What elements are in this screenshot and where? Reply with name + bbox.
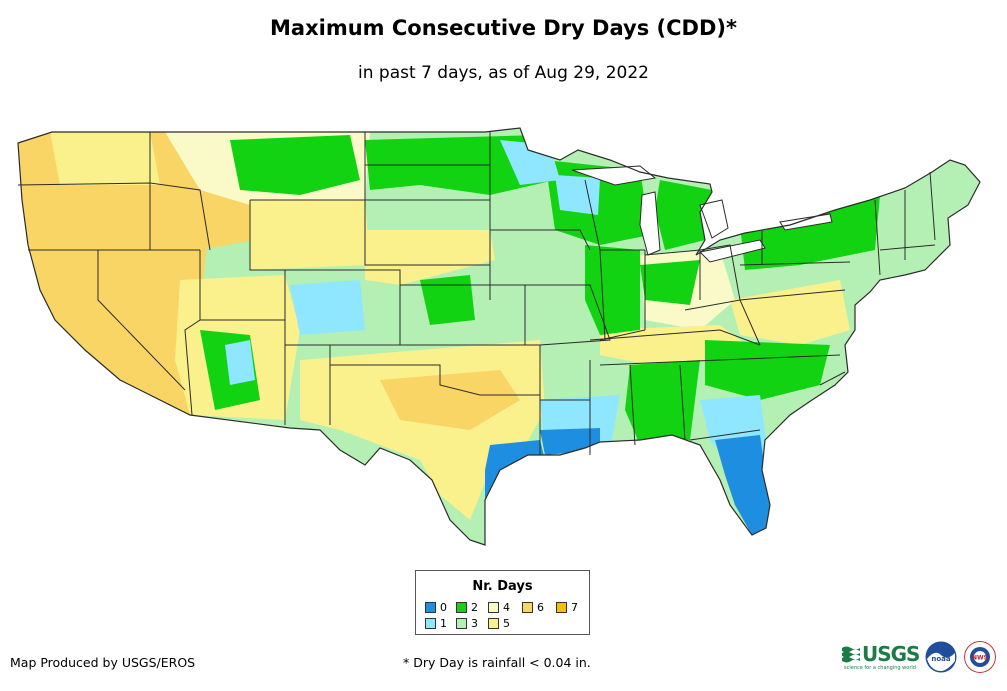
nws-emblem-icon: NWS	[964, 641, 996, 673]
zone-5-virginia	[730, 280, 850, 345]
nws-logo-text: NWS	[972, 655, 988, 662]
map-subtitle: in past 7 days, as of Aug 29, 2022	[358, 63, 649, 83]
legend-swatch	[488, 618, 499, 629]
noaa-logo-text: noaa	[931, 655, 951, 663]
map-title: Maximum Consecutive Dry Days (CDD)*	[270, 16, 737, 40]
legend-label: 3	[471, 617, 478, 630]
usgs-mark-icon	[842, 646, 860, 663]
noaa-emblem-icon: noaa	[925, 641, 957, 673]
zone-2-illinois	[585, 245, 640, 335]
legend-item-5: 5	[488, 618, 510, 630]
usgs-logo-text: USGS	[862, 642, 920, 666]
legend-item-7: 7	[556, 602, 578, 614]
lake-michigan	[639, 191, 661, 256]
dry-day-note: * Dry Day is rainfall < 0.04 in.	[403, 655, 591, 670]
zone-2-carolinas	[705, 340, 830, 400]
zone-2-alabama	[625, 360, 700, 445]
legend-label: 7	[571, 601, 578, 614]
usgs-tagline: science for a changing world	[844, 665, 916, 671]
zone-5-northwest	[50, 132, 160, 185]
zone-5-wyoming	[250, 200, 370, 270]
noaa-logo: noaa	[925, 641, 957, 673]
legend-swatch	[522, 602, 533, 613]
zone-0-louisiana	[540, 428, 600, 455]
zone-5-nebraska	[365, 230, 495, 285]
zone-6-idaho	[150, 180, 255, 300]
great-lakes	[571, 165, 833, 263]
zone-2-michigan	[655, 180, 712, 250]
legend-item-4: 4	[488, 602, 510, 614]
legend-item-1: 1	[425, 618, 447, 630]
zone-1-arizona	[225, 340, 255, 385]
zone-0-texas-coast	[485, 440, 545, 500]
legend-item-0: 0	[425, 602, 447, 614]
credit-text: Map Produced by USGS/EROS	[10, 655, 196, 670]
nws-logo: NWS	[964, 641, 996, 673]
legend-item-2: 2	[456, 602, 478, 614]
usgs-logo: USGS science for a changing world	[842, 642, 920, 672]
legend-swatch	[425, 618, 436, 629]
zone-1-wisconsin	[555, 175, 600, 215]
legend-item-6: 6	[522, 602, 544, 614]
zone-2-kansas	[420, 275, 475, 325]
legend: Nr. Days 0 1 2 3 4 5 6 7	[415, 570, 590, 635]
zone-2-newyork	[740, 195, 880, 270]
legend-label: 1	[440, 617, 447, 630]
legend-label: 5	[503, 617, 510, 630]
legend-title: Nr. Days	[472, 579, 533, 594]
legend-swatch	[488, 602, 499, 613]
legend-label: 2	[471, 601, 478, 614]
lake-superior	[571, 165, 657, 186]
zone-2-montana	[230, 135, 360, 195]
state-borders	[17, 132, 936, 455]
zone-0-florida	[715, 435, 770, 535]
lake-huron	[699, 199, 729, 239]
legend-swatch	[425, 602, 436, 613]
zone-2-indiana	[640, 260, 700, 305]
legend-item-3: 3	[456, 618, 478, 630]
legend-swatch	[456, 602, 467, 613]
legend-label: 4	[503, 601, 510, 614]
dry-day-zones	[18, 130, 880, 535]
lake-erie	[698, 239, 766, 263]
legend-label: 0	[440, 601, 447, 614]
legend-swatch	[456, 618, 467, 629]
zone-6-texas	[380, 370, 520, 430]
zone-1-colorado	[290, 280, 365, 335]
legend-swatch	[556, 602, 567, 613]
legend-label: 6	[537, 601, 544, 614]
